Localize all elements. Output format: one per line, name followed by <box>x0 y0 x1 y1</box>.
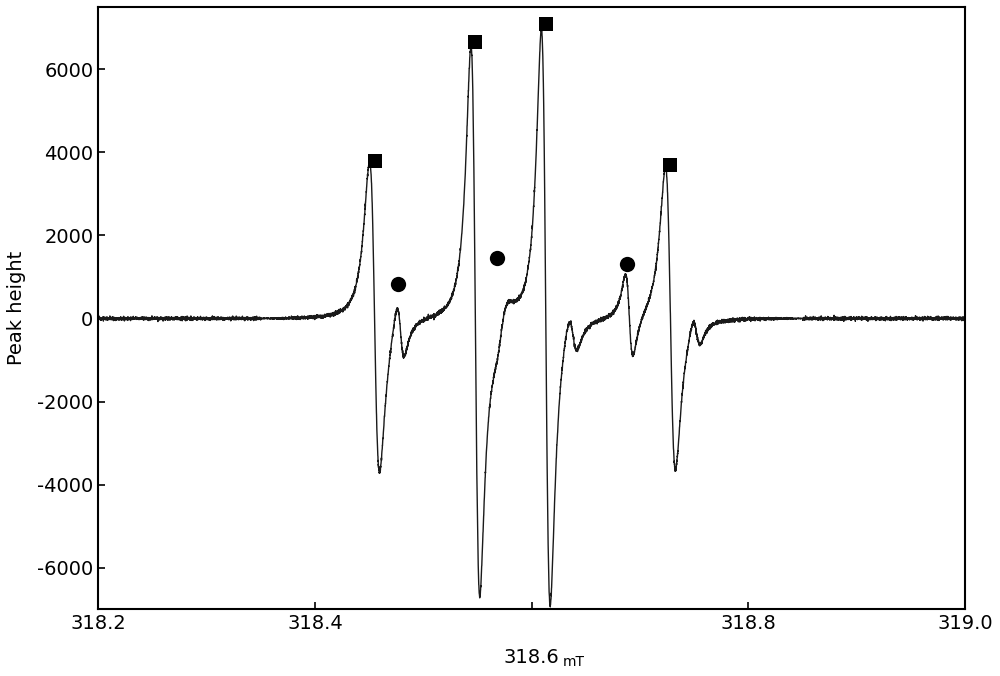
Y-axis label: Peak height: Peak height <box>7 251 26 365</box>
Text: mT: mT <box>562 655 584 669</box>
Text: 318.6: 318.6 <box>504 648 560 667</box>
